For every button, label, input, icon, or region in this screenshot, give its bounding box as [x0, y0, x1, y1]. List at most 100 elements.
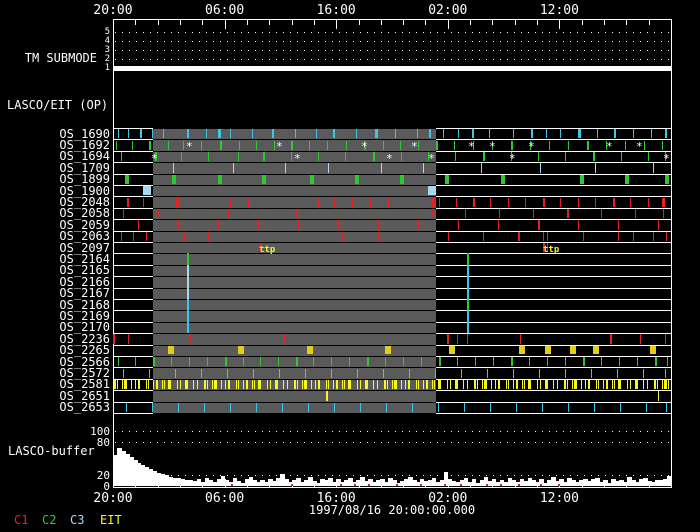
- buffer-fill-bar: [399, 481, 405, 486]
- event-tick: [421, 197, 422, 207]
- event-tick: [595, 197, 596, 207]
- event-tick: [633, 129, 634, 139]
- event-tick: [464, 402, 465, 412]
- event-tick: [114, 380, 116, 390]
- event-tick: [418, 380, 419, 390]
- multirow-event-line: [187, 276, 189, 288]
- event-tick: [474, 380, 476, 390]
- buffer-fill-bar: [627, 477, 632, 486]
- buffer-fill-bar: [583, 478, 588, 486]
- buffer-fill-bar: [228, 481, 234, 486]
- buffer-fill-bar: [376, 480, 381, 486]
- buffer-fill-bar: [392, 479, 397, 486]
- buffer-fill-bar: [252, 480, 258, 486]
- event-tick: [138, 220, 139, 230]
- buffer-fill-bar: [507, 478, 513, 486]
- buffer-fill-bar: [244, 479, 250, 486]
- event-tick: [308, 402, 309, 412]
- event-tick: [583, 231, 584, 241]
- multirow-event-line: [187, 287, 189, 299]
- minor-tick: [202, 20, 204, 25]
- event-tick: [123, 368, 124, 378]
- buffer-fill-bar: [599, 481, 604, 486]
- event-tick: [662, 380, 663, 390]
- event-tick: [662, 197, 665, 207]
- buffer-fill-bar: [224, 479, 230, 486]
- event-tick: [598, 380, 599, 390]
- event-tick: [585, 380, 586, 390]
- event-tick: [458, 220, 459, 230]
- buffer-red-mark: [420, 483, 422, 486]
- event-tick: [208, 152, 209, 162]
- event-tick: [664, 380, 667, 390]
- event-tick: [436, 140, 438, 150]
- buffer-fill-bar: [136, 462, 142, 486]
- event-tick: [463, 380, 464, 390]
- ttp-marker: ttp: [259, 244, 276, 255]
- event-tick: [547, 380, 548, 390]
- buffer-fill-bar: [427, 479, 433, 486]
- buffer-fill-bar: [220, 476, 226, 486]
- buffer-dotted-gridline: [115, 430, 670, 432]
- major-tick: [671, 20, 672, 29]
- tm-submode-value-bar: [113, 66, 672, 71]
- event-tick: [313, 357, 314, 367]
- event-tick: [334, 402, 335, 412]
- event-tick: [606, 380, 608, 390]
- event-tick: [516, 380, 518, 390]
- buffer-fill-bar: [116, 448, 122, 486]
- event-tick: [501, 174, 505, 184]
- asterisk-marker: *: [528, 140, 535, 154]
- event-tick: [282, 402, 283, 412]
- buffer-fill-bar: [324, 480, 329, 486]
- event-tick: [617, 368, 618, 378]
- buffer-fill-bar: [148, 469, 154, 486]
- event-tick: [153, 380, 154, 390]
- multirow-event-line: [467, 264, 469, 277]
- event-tick: [338, 220, 339, 230]
- event-tick: [506, 380, 507, 390]
- row-label-OS_2059: OS_2059: [59, 217, 110, 232]
- buffer-fill-bar: [623, 482, 628, 486]
- event-tick: [416, 380, 417, 390]
- buffer-fill-bar: [204, 477, 210, 486]
- event-tick: [326, 380, 327, 390]
- event-tick: [445, 174, 449, 184]
- buffer-fill-bar: [284, 479, 289, 486]
- buffer-dotted-gridline: [115, 441, 670, 443]
- event-tick: [128, 334, 129, 344]
- buffer-fill-bar: [415, 482, 421, 486]
- event-tick: [121, 231, 122, 241]
- event-tick: [457, 380, 458, 390]
- event-tick: [653, 163, 654, 173]
- buffer-fill-bar: [300, 482, 305, 486]
- row-separator-in-region: [153, 356, 436, 357]
- event-tick: [138, 380, 140, 390]
- event-tick: [267, 380, 268, 390]
- buffer-fill-bar: [308, 476, 313, 486]
- event-tick: [256, 402, 257, 412]
- buffer-fill-bar: [459, 479, 465, 486]
- top-axis-tick-label: 06:00: [205, 3, 245, 18]
- event-tick: [574, 380, 577, 390]
- multirow-event-line: [187, 299, 189, 311]
- minor-tick: [403, 20, 405, 25]
- row-label-OS_1692: OS_1692: [59, 138, 110, 152]
- buffer-fill-bar: [288, 481, 293, 486]
- event-tick: [539, 368, 540, 378]
- event-tick: [143, 197, 144, 207]
- buffer-fill-bar: [639, 479, 644, 486]
- event-tick: [513, 380, 514, 390]
- row-separator-in-region: [153, 253, 436, 255]
- event-tick: [189, 357, 190, 367]
- minor-tick: [380, 20, 382, 25]
- event-tick: [302, 380, 303, 390]
- event-tick: [557, 380, 558, 390]
- multirow-event-line: [467, 276, 469, 288]
- event-tick: [262, 174, 266, 184]
- event-tick: [178, 220, 179, 230]
- tm-dotted-gridline: [115, 32, 670, 33]
- legend-item-eit: EIT: [100, 513, 122, 527]
- event-tick: [233, 163, 234, 173]
